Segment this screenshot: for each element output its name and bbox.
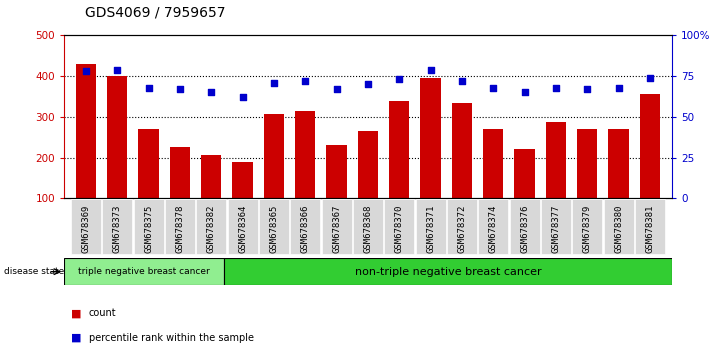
Point [456, 78, 468, 84]
Text: ■: ■ [71, 333, 82, 343]
FancyBboxPatch shape [604, 199, 634, 254]
Bar [577, 129, 597, 239]
FancyBboxPatch shape [635, 199, 665, 254]
Bar [640, 95, 660, 239]
Text: GSM678381: GSM678381 [646, 205, 654, 253]
Text: GSM678368: GSM678368 [363, 205, 373, 253]
Bar [76, 64, 96, 239]
Text: GSM678367: GSM678367 [332, 205, 341, 253]
FancyBboxPatch shape [510, 199, 540, 254]
Point [550, 85, 562, 90]
Text: GSM678377: GSM678377 [552, 205, 560, 253]
Bar [224, 258, 672, 285]
Bar [326, 144, 347, 239]
Text: count: count [89, 308, 117, 318]
Text: GSM678372: GSM678372 [457, 205, 466, 253]
FancyBboxPatch shape [71, 199, 101, 254]
FancyBboxPatch shape [290, 199, 321, 254]
Text: disease state: disease state [4, 267, 64, 276]
Point [205, 90, 217, 95]
Text: percentile rank within the sample: percentile rank within the sample [89, 333, 254, 343]
FancyBboxPatch shape [353, 199, 383, 254]
Bar [139, 129, 159, 239]
Text: GSM678379: GSM678379 [583, 205, 592, 253]
Bar [389, 101, 410, 239]
Text: GSM678370: GSM678370 [395, 205, 404, 253]
Bar [358, 131, 378, 239]
FancyBboxPatch shape [259, 199, 289, 254]
Bar [201, 155, 221, 239]
Text: GSM678364: GSM678364 [238, 205, 247, 253]
Text: GSM678376: GSM678376 [520, 205, 529, 253]
Bar [609, 129, 629, 239]
Bar [483, 129, 503, 239]
Text: GSM678382: GSM678382 [207, 205, 215, 253]
Bar [451, 103, 472, 239]
Point [299, 78, 311, 84]
Text: GDS4069 / 7959657: GDS4069 / 7959657 [85, 5, 226, 19]
Text: GSM678365: GSM678365 [269, 205, 279, 253]
FancyBboxPatch shape [415, 199, 446, 254]
FancyBboxPatch shape [321, 199, 352, 254]
FancyBboxPatch shape [165, 199, 195, 254]
FancyBboxPatch shape [228, 199, 257, 254]
Point [582, 86, 593, 92]
Text: GSM678374: GSM678374 [488, 205, 498, 253]
Text: GSM678375: GSM678375 [144, 205, 153, 253]
Bar [264, 114, 284, 239]
Text: GSM678380: GSM678380 [614, 205, 623, 253]
FancyBboxPatch shape [447, 199, 477, 254]
Text: GSM678366: GSM678366 [301, 205, 310, 253]
Bar [546, 122, 566, 239]
FancyBboxPatch shape [541, 199, 571, 254]
Point [237, 95, 248, 100]
FancyBboxPatch shape [102, 199, 132, 254]
Point [331, 86, 342, 92]
Point [644, 75, 656, 81]
FancyBboxPatch shape [479, 199, 508, 254]
Point [613, 85, 624, 90]
Point [80, 68, 92, 74]
Text: GSM678373: GSM678373 [113, 205, 122, 253]
Point [425, 67, 437, 73]
Bar [64, 258, 224, 285]
Bar [170, 147, 190, 239]
Point [519, 90, 530, 95]
Text: non-triple negative breast cancer: non-triple negative breast cancer [355, 267, 541, 277]
Text: ■: ■ [71, 308, 82, 318]
FancyBboxPatch shape [196, 199, 226, 254]
Text: GSM678378: GSM678378 [176, 205, 184, 253]
FancyBboxPatch shape [384, 199, 415, 254]
Text: GSM678369: GSM678369 [82, 205, 90, 253]
Point [363, 81, 374, 87]
Point [394, 76, 405, 82]
Bar [420, 78, 441, 239]
Text: GSM678371: GSM678371 [426, 205, 435, 253]
Bar [515, 149, 535, 239]
Point [488, 85, 499, 90]
Bar [107, 76, 127, 239]
Text: triple negative breast cancer: triple negative breast cancer [78, 267, 210, 276]
Point [143, 85, 154, 90]
FancyBboxPatch shape [572, 199, 602, 254]
Bar [232, 161, 253, 239]
Point [174, 86, 186, 92]
Point [268, 80, 279, 85]
Point [112, 67, 123, 73]
FancyBboxPatch shape [134, 199, 164, 254]
Bar [295, 111, 316, 239]
